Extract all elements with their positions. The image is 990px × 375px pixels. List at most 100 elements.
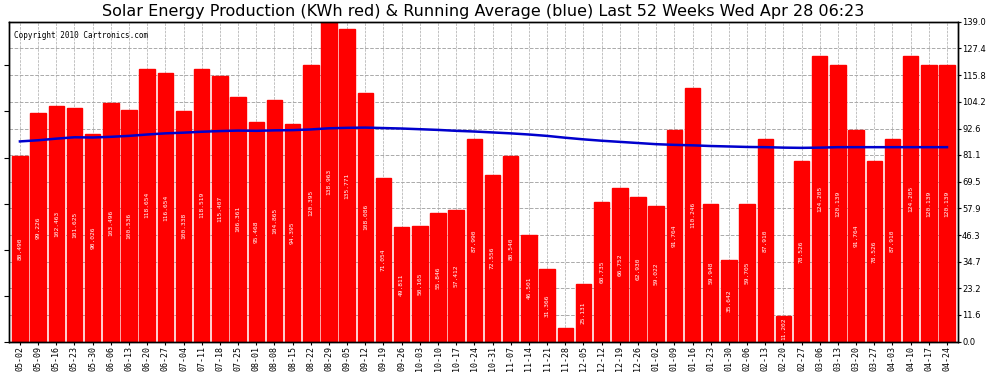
Bar (103, 104, 119, 342)
Bar (157, 73, 173, 342)
Text: 55.846: 55.846 (436, 266, 441, 289)
Text: 104.865: 104.865 (272, 208, 277, 234)
Text: 49.811: 49.811 (399, 273, 404, 296)
Text: 118.654: 118.654 (145, 192, 149, 218)
Bar (31, 113, 46, 342)
Text: 11.202: 11.202 (781, 318, 786, 340)
Bar (394, 227, 410, 342)
Text: 90.026: 90.026 (90, 227, 95, 249)
Text: 100.338: 100.338 (181, 213, 186, 239)
Bar (757, 140, 773, 342)
Text: 135.771: 135.771 (345, 172, 349, 198)
Bar (703, 204, 719, 342)
Text: 59.022: 59.022 (653, 262, 658, 285)
Text: 59.705: 59.705 (744, 262, 749, 284)
Text: 108.086: 108.086 (362, 204, 368, 230)
Bar (612, 188, 628, 342)
Bar (248, 122, 264, 342)
Bar (448, 210, 464, 342)
Bar (557, 328, 573, 342)
Text: 91.764: 91.764 (853, 225, 858, 247)
Text: 71.054: 71.054 (381, 249, 386, 271)
Text: 118.519: 118.519 (199, 192, 204, 218)
Text: 87.990: 87.990 (472, 229, 477, 252)
Bar (940, 65, 954, 342)
Text: 103.496: 103.496 (108, 209, 113, 236)
Bar (921, 65, 937, 342)
Text: 60.735: 60.735 (599, 261, 604, 283)
Bar (666, 130, 682, 342)
Text: 78.526: 78.526 (872, 240, 877, 262)
Bar (85, 135, 100, 342)
Bar (176, 111, 191, 342)
Text: 91.764: 91.764 (672, 225, 677, 247)
Text: 116.654: 116.654 (163, 194, 168, 220)
Bar (285, 124, 300, 342)
Text: 72.556: 72.556 (490, 247, 495, 269)
Bar (721, 260, 737, 342)
Bar (866, 161, 882, 342)
Bar (431, 213, 446, 342)
Bar (794, 161, 809, 342)
Bar (812, 56, 828, 342)
Text: 25.131: 25.131 (581, 302, 586, 324)
Bar (648, 206, 664, 342)
Bar (740, 204, 754, 342)
Text: 78.526: 78.526 (799, 240, 804, 262)
Text: 57.412: 57.412 (453, 264, 458, 287)
Bar (303, 64, 319, 342)
Bar (776, 316, 791, 342)
Text: 95.468: 95.468 (253, 220, 258, 243)
Text: 106.361: 106.361 (236, 206, 241, 232)
Text: 100.536: 100.536 (127, 213, 132, 239)
Bar (66, 108, 82, 342)
Text: 115.407: 115.407 (218, 196, 223, 222)
Text: 101.625: 101.625 (72, 211, 77, 238)
Text: 31.366: 31.366 (544, 294, 549, 317)
Text: 66.752: 66.752 (618, 254, 623, 276)
Text: Copyright 2010 Cartronics.com: Copyright 2010 Cartronics.com (14, 32, 148, 40)
Bar (540, 270, 554, 342)
Text: 138.963: 138.963 (327, 169, 332, 195)
Text: 120.395: 120.395 (308, 190, 313, 216)
Text: 120.139: 120.139 (927, 190, 932, 216)
Text: 124.205: 124.205 (818, 186, 823, 212)
Bar (231, 97, 246, 342)
Bar (521, 235, 537, 342)
Bar (212, 76, 228, 342)
Bar (266, 100, 282, 342)
Bar (594, 202, 610, 342)
Bar (903, 56, 919, 342)
Text: 102.463: 102.463 (53, 211, 58, 237)
Bar (321, 22, 337, 342)
Bar (466, 139, 482, 342)
Text: 110.246: 110.246 (690, 202, 695, 228)
Text: 80.540: 80.540 (508, 238, 513, 260)
Bar (122, 110, 137, 342)
Bar (485, 175, 500, 342)
Text: 120.139: 120.139 (836, 190, 841, 216)
Text: 62.930: 62.930 (636, 258, 641, 280)
Text: 120.139: 120.139 (944, 190, 949, 216)
Bar (885, 140, 900, 342)
Text: 46.501: 46.501 (527, 277, 532, 299)
Bar (848, 130, 864, 342)
Bar (576, 284, 591, 342)
Title: Solar Energy Production (KWh red) & Running Average (blue) Last 52 Weeks Wed Apr: Solar Energy Production (KWh red) & Runn… (102, 4, 864, 19)
Text: 99.226: 99.226 (36, 216, 41, 239)
Text: 87.910: 87.910 (762, 229, 767, 252)
Bar (831, 65, 845, 342)
Bar (49, 106, 64, 342)
Bar (376, 178, 391, 342)
Bar (503, 156, 519, 342)
Bar (412, 226, 428, 342)
Text: 35.642: 35.642 (727, 290, 732, 312)
Bar (631, 197, 645, 342)
Bar (357, 93, 373, 342)
Bar (140, 69, 154, 342)
Text: 94.395: 94.395 (290, 222, 295, 244)
Text: 80.490: 80.490 (18, 238, 23, 260)
Text: 59.948: 59.948 (708, 261, 713, 284)
Bar (12, 156, 28, 342)
Bar (340, 29, 354, 342)
